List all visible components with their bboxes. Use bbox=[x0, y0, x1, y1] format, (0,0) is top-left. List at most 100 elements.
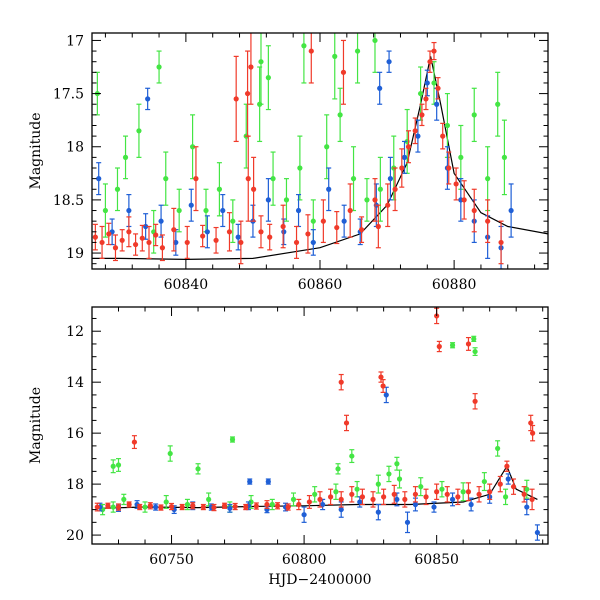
data-point bbox=[449, 342, 456, 349]
data-point bbox=[190, 502, 196, 510]
data-point bbox=[238, 220, 244, 265]
data-point bbox=[508, 183, 514, 238]
data-point bbox=[401, 140, 408, 174]
data-point bbox=[146, 225, 152, 259]
data-point bbox=[333, 483, 339, 501]
data-point bbox=[159, 234, 166, 262]
data-point bbox=[227, 503, 233, 513]
data-point bbox=[501, 119, 508, 196]
data-point bbox=[472, 347, 478, 357]
data-point bbox=[110, 501, 116, 513]
x-tick-label: 60880 bbox=[432, 277, 477, 293]
x-tick-label: 60850 bbox=[414, 552, 459, 568]
data-point bbox=[370, 491, 376, 508]
data-point bbox=[510, 478, 517, 495]
data-point bbox=[349, 486, 355, 503]
top-light-curve-panel: 60840 60860 60880 17 17.5 18 18.5 19 Magnitude bbox=[28, 32, 549, 293]
data-point bbox=[440, 122, 446, 150]
data-point bbox=[358, 216, 365, 244]
data-point bbox=[380, 379, 386, 393]
plot-frame bbox=[91, 306, 549, 545]
top-panel-data bbox=[92, 33, 548, 269]
data-point bbox=[399, 148, 405, 188]
green-series bbox=[94, 33, 508, 254]
data-point bbox=[487, 483, 493, 501]
data-point bbox=[530, 424, 536, 442]
data-point bbox=[386, 50, 392, 73]
data-point bbox=[136, 103, 142, 158]
red-series bbox=[94, 307, 536, 512]
data-point bbox=[334, 210, 340, 245]
y-tick-label: 16 bbox=[66, 426, 84, 442]
data-point bbox=[465, 482, 472, 502]
data-point bbox=[115, 503, 122, 511]
data-point bbox=[415, 119, 421, 153]
data-point bbox=[308, 33, 314, 84]
red-series bbox=[92, 33, 504, 265]
data-point bbox=[354, 33, 361, 84]
data-point bbox=[102, 183, 109, 238]
data-point bbox=[338, 491, 344, 508]
data-point bbox=[431, 61, 437, 105]
bottom-panel-data bbox=[94, 307, 540, 541]
data-point bbox=[394, 456, 400, 471]
data-point bbox=[419, 103, 425, 127]
data-point bbox=[105, 502, 111, 509]
data-point bbox=[200, 224, 206, 248]
y-tick-label: 14 bbox=[66, 375, 84, 391]
data-point bbox=[163, 494, 169, 509]
data-point bbox=[446, 151, 452, 185]
data-point bbox=[168, 502, 175, 511]
data-point bbox=[372, 178, 378, 222]
data-point bbox=[357, 496, 363, 508]
x-tick-label: 60750 bbox=[149, 552, 194, 568]
data-point bbox=[418, 477, 424, 497]
data-point bbox=[114, 167, 121, 212]
data-point bbox=[193, 146, 199, 212]
data-point bbox=[504, 460, 510, 472]
data-point bbox=[328, 488, 334, 506]
data-point bbox=[338, 373, 344, 391]
data-point bbox=[381, 488, 387, 506]
data-point bbox=[248, 33, 254, 105]
data-point bbox=[293, 225, 300, 259]
data-point bbox=[188, 188, 194, 222]
data-point bbox=[281, 218, 287, 246]
data-point bbox=[115, 458, 122, 472]
data-point bbox=[126, 501, 132, 508]
data-point bbox=[424, 69, 430, 97]
data-point bbox=[377, 156, 383, 222]
x-tick-label: 60860 bbox=[298, 277, 343, 293]
data-point bbox=[471, 87, 477, 143]
data-point bbox=[156, 50, 162, 84]
data-point bbox=[176, 188, 182, 233]
data-point bbox=[534, 524, 540, 541]
data-point bbox=[235, 223, 241, 251]
data-point bbox=[244, 50, 251, 137]
data-point bbox=[153, 223, 159, 247]
data-point bbox=[387, 156, 394, 201]
data-point bbox=[405, 130, 412, 164]
data-point bbox=[471, 335, 477, 343]
data-point bbox=[320, 199, 326, 244]
data-point bbox=[147, 502, 153, 510]
data-point bbox=[498, 220, 504, 265]
data-point bbox=[230, 199, 236, 244]
data-point bbox=[521, 486, 527, 503]
data-point bbox=[305, 214, 311, 254]
data-point bbox=[383, 386, 389, 404]
data-point bbox=[505, 473, 511, 485]
data-point bbox=[337, 87, 343, 143]
data-point bbox=[497, 475, 503, 493]
data-point bbox=[335, 463, 341, 475]
data-point bbox=[285, 503, 291, 511]
data-point bbox=[296, 498, 302, 511]
data-point bbox=[396, 469, 403, 489]
data-point bbox=[465, 336, 472, 351]
data-point bbox=[267, 223, 273, 251]
data-point bbox=[301, 33, 307, 84]
data-point bbox=[301, 506, 307, 523]
data-point bbox=[247, 478, 253, 485]
data-point bbox=[449, 492, 456, 507]
